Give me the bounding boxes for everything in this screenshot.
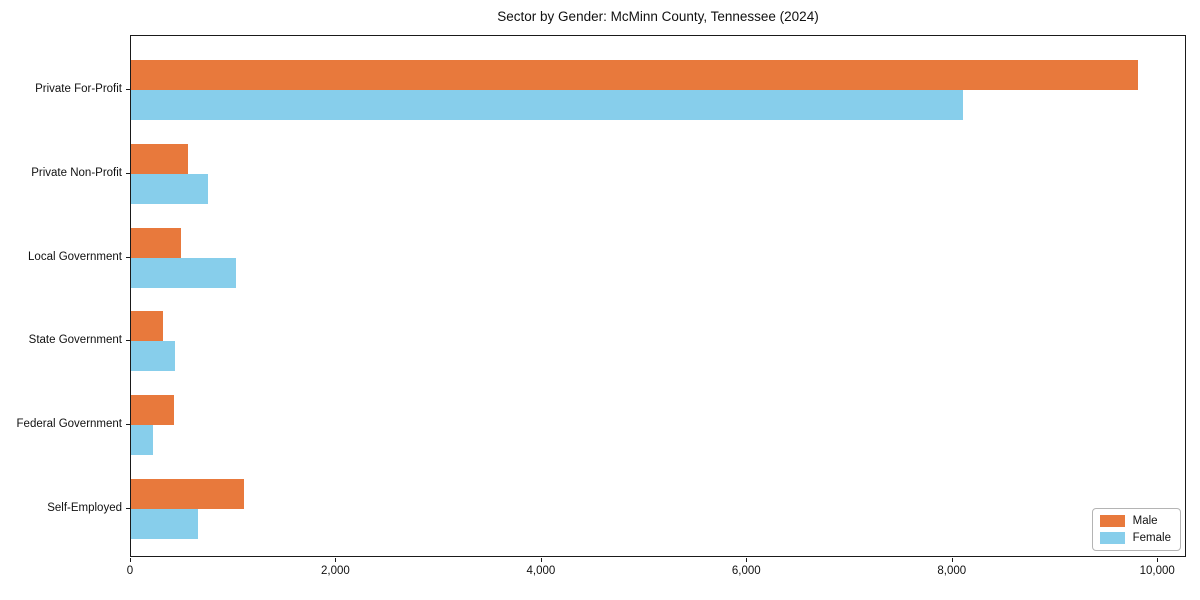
y-tick-mark bbox=[126, 508, 130, 509]
bar-male-private-for-profit bbox=[131, 60, 1138, 90]
y-tick-label-local-government: Local Government bbox=[28, 250, 122, 263]
y-tick-label-private-for-profit: Private For-Profit bbox=[35, 83, 122, 95]
legend-entry-male: Male bbox=[1099, 515, 1171, 527]
legend-entry-female: Female bbox=[1099, 532, 1171, 544]
bar-male-private-non-profit bbox=[131, 143, 188, 174]
x-tick-label-10000: 10,000 bbox=[1139, 565, 1175, 577]
bar-female-self-employed bbox=[131, 509, 198, 539]
y-tick-label-state-government: State Government bbox=[28, 334, 122, 347]
bar-male-federal-government bbox=[131, 395, 175, 426]
y-tick-mark bbox=[126, 89, 130, 90]
x-tick-label-8000: 8,000 bbox=[937, 565, 967, 577]
y-tick-mark bbox=[126, 340, 130, 342]
legend-label: Male bbox=[1132, 515, 1158, 527]
bar-female-federal-government bbox=[131, 425, 153, 456]
x-tick-label-4000: 4,000 bbox=[526, 565, 556, 577]
y-tick-mark bbox=[126, 256, 130, 258]
y-tick-mark bbox=[126, 172, 130, 174]
bar-female-local-government bbox=[131, 257, 236, 288]
x-tick-label-2000: 2,000 bbox=[321, 565, 350, 577]
y-tick-label-private-non-profit: Private Non-Profit bbox=[31, 166, 122, 179]
bar-female-private-non-profit bbox=[131, 173, 208, 204]
legend: Male Female bbox=[1091, 508, 1181, 551]
y-tick-label-self-employed: Self-Employed bbox=[47, 502, 122, 514]
x-tick-mark bbox=[540, 558, 542, 562]
x-tick-label-6000: 6,000 bbox=[731, 565, 761, 577]
bar-male-local-government bbox=[131, 227, 182, 258]
x-tick-mark bbox=[130, 558, 131, 562]
y-tick-label-federal-government: Federal Government bbox=[16, 418, 122, 431]
plot-area: Male Female bbox=[130, 35, 1186, 557]
legend-swatch-female bbox=[1099, 532, 1125, 544]
x-tick-mark bbox=[1157, 558, 1159, 562]
chart-title: Sector by Gender: McMinn County, Tenness… bbox=[497, 9, 819, 24]
bar-female-private-for-profit bbox=[131, 90, 964, 120]
y-tick-mark bbox=[126, 424, 130, 426]
legend-swatch-male bbox=[1099, 515, 1125, 527]
bar-male-state-government bbox=[131, 311, 163, 342]
x-tick-mark bbox=[746, 558, 748, 562]
bar-male-self-employed bbox=[131, 479, 244, 509]
bar-female-state-government bbox=[131, 341, 176, 372]
x-tick-mark bbox=[335, 558, 337, 562]
legend-label: Female bbox=[1132, 532, 1171, 544]
x-tick-label-0: 0 bbox=[126, 565, 134, 577]
x-tick-mark bbox=[951, 558, 953, 562]
